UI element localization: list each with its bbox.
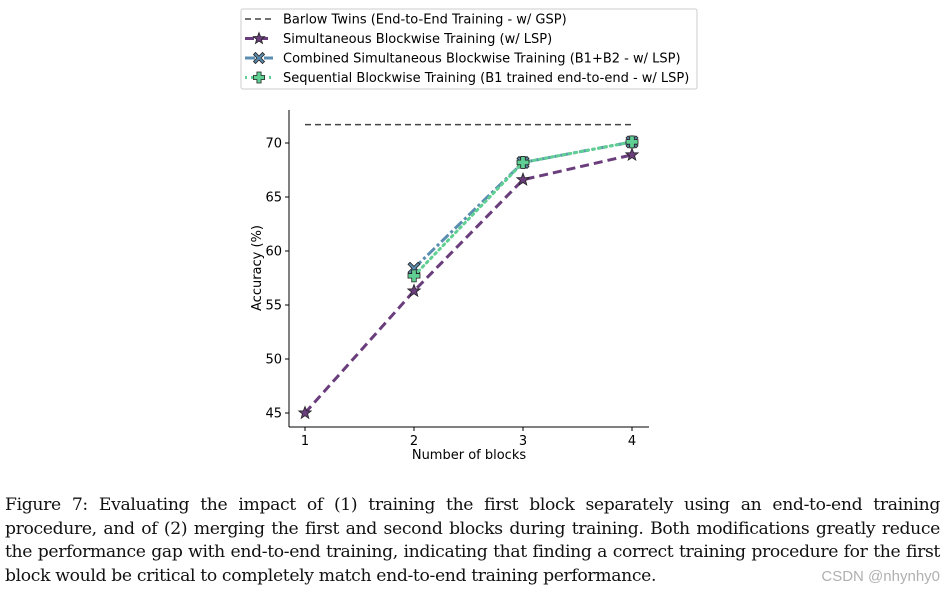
star-marker	[515, 172, 531, 186]
legend-entry: Simultaneous Blockwise Training (w/ LSP)	[245, 31, 552, 47]
x-tick-label: 3	[519, 434, 527, 449]
y-tick-label: 50	[265, 353, 282, 368]
legend-box	[240, 8, 698, 90]
plus-marker	[253, 71, 265, 84]
legend-label: Simultaneous Blockwise Training (w/ LSP)	[283, 32, 552, 47]
x-marker	[252, 51, 266, 65]
y-tick-label: 70	[265, 137, 282, 152]
star-marker	[624, 147, 640, 162]
star-marker	[252, 31, 266, 45]
y-tick-label: 45	[265, 407, 282, 422]
legend-entry: Combined Simultaneous Blockwise Training…	[245, 52, 681, 67]
y-tick-label: 60	[265, 245, 282, 260]
x-axis-label: Number of blocks	[412, 448, 527, 463]
plus-marker	[516, 156, 530, 169]
series-3	[407, 135, 639, 283]
y-axis-label: Accuracy (%)	[250, 225, 265, 311]
chart-axes: 45 50 55 60 65 70 1 2 3 4 Number of blocks Accuracy…	[250, 110, 649, 463]
star-marker	[406, 283, 422, 298]
star-marker	[297, 405, 313, 420]
accuracy-line-chart: Barlow Twins (End-to-End Training - w/ G…	[240, 8, 698, 463]
chart-series	[297, 123, 640, 420]
plus-marker	[407, 269, 421, 283]
legend-entry: Barlow Twins (End-to-End Training - w/ G…	[245, 13, 567, 28]
legend-label: Barlow Twins (End-to-End Training - w/ G…	[283, 13, 567, 28]
x-tick-label: 2	[410, 434, 418, 449]
plus-marker	[625, 135, 639, 149]
legend-label: Combined Simultaneous Blockwise Training…	[283, 52, 681, 67]
legend-label: Sequential Blockwise Training (B1 traine…	[283, 71, 689, 86]
series-1	[297, 147, 640, 420]
x-tick-label: 4	[628, 434, 636, 449]
chart-legend: Barlow Twins (End-to-End Training - w/ G…	[240, 8, 698, 90]
x-tick-label: 1	[301, 434, 309, 449]
figure-caption: Figure 7: Evaluating the impact of (1) t…	[5, 495, 940, 586]
y-tick-label: 65	[265, 191, 282, 206]
y-tick-label: 55	[265, 299, 282, 314]
watermark: CSDN @nhynhy0	[821, 568, 940, 585]
legend-entry: Sequential Blockwise Training (B1 traine…	[245, 71, 689, 86]
